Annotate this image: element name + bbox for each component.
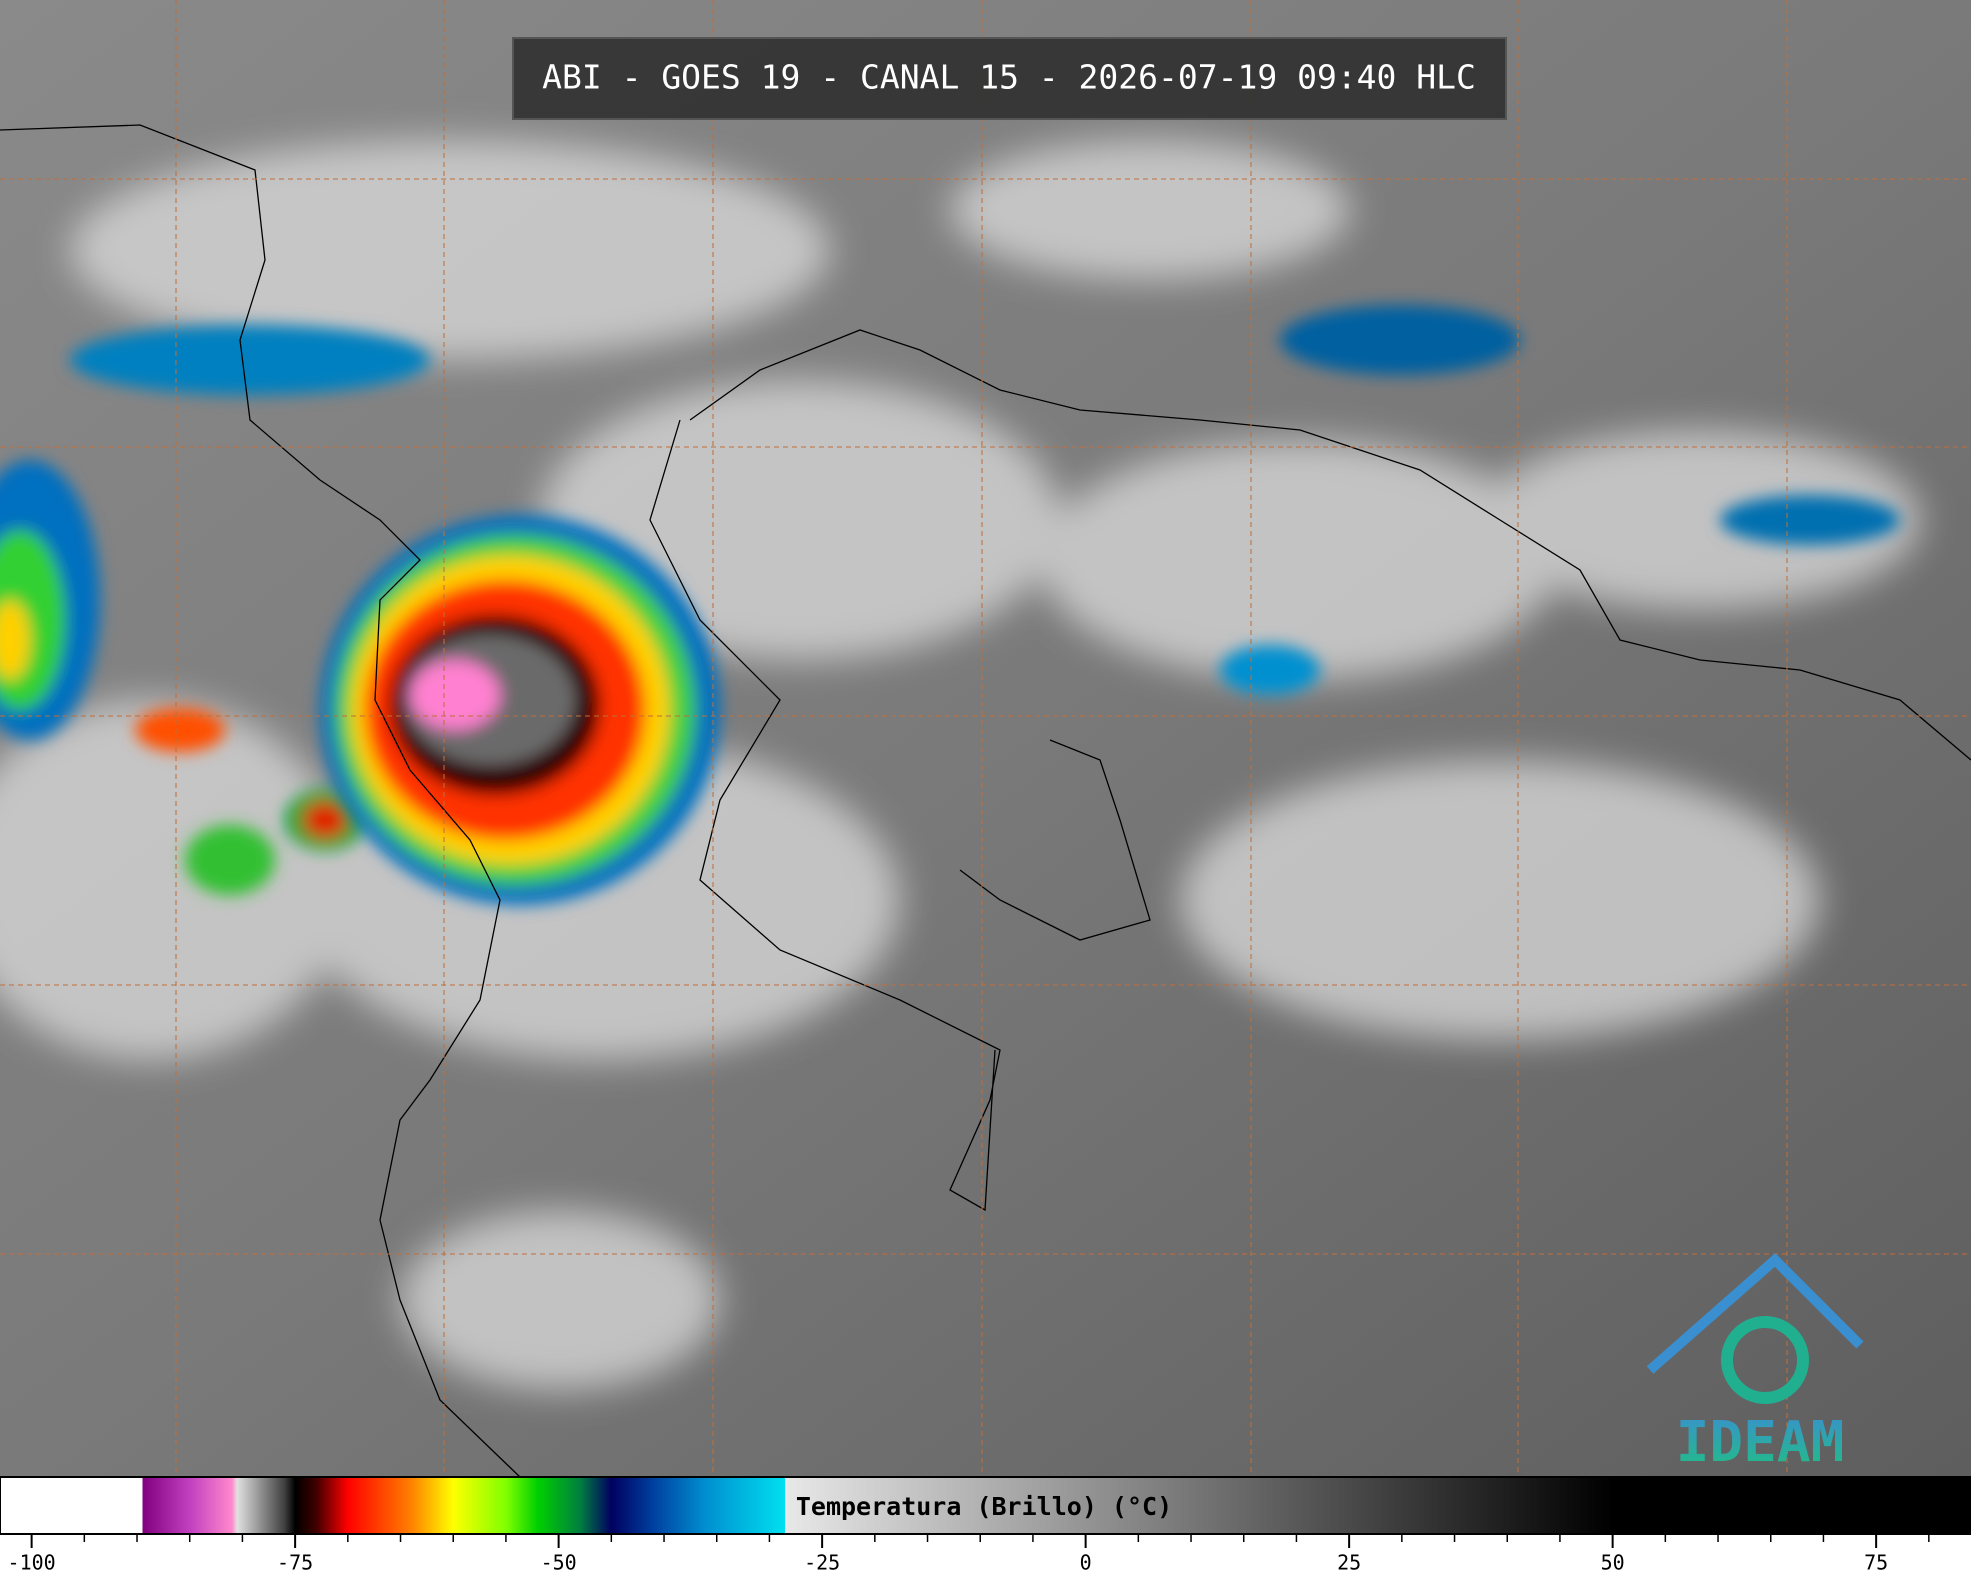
tick-label: -50 [541,1551,577,1575]
tick-label: 75 [1864,1551,1888,1575]
map-imagery [0,0,1971,1478]
tick-label: 25 [1337,1551,1361,1575]
colorbar [0,1476,1971,1535]
tick-label: 50 [1601,1551,1625,1575]
graticule [0,0,1971,1477]
coastlines [0,124,1971,1478]
tick-label: -75 [277,1551,313,1575]
storm [320,515,720,905]
title-box [512,37,1507,120]
logo-text: IDEAM [1676,1410,1845,1475]
logo: IDEAM [1646,1253,1864,1475]
colorbar-axis: -100 -75 -50 -25 0 25 50 75 [8,1534,1930,1575]
colorbar-label: Temperatura (Brillo) (°C) [796,1492,1172,1521]
tick-label: -100 [8,1551,56,1575]
tick-label: -25 [804,1551,840,1575]
title: ABI - GOES 19 - CANAL 15 - 2026-07-19 09… [542,58,1476,97]
tick-label: 0 [1080,1551,1092,1575]
